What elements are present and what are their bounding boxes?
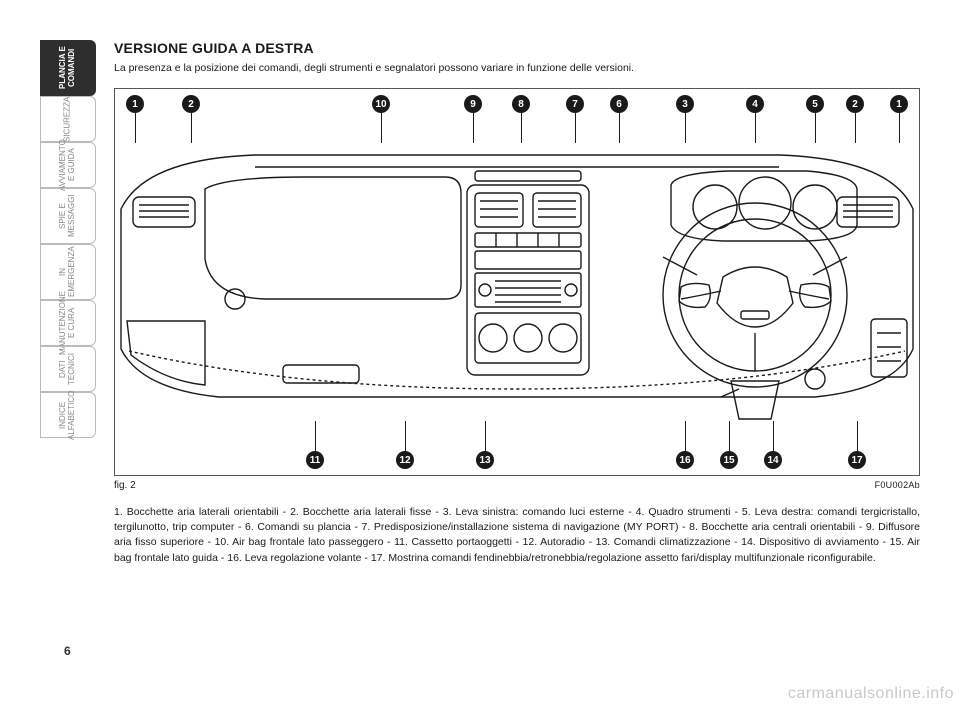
page-content: VERSIONE GUIDA A DESTRA La presenza e la… <box>114 40 920 576</box>
tab-label: PLANCIA E COMANDI <box>59 45 77 91</box>
dashboard-svg <box>115 89 919 475</box>
figure-code: F0U002Ab <box>875 480 920 490</box>
figure-label: fig. 2 <box>114 480 136 491</box>
tab-label: SICUREZZA <box>64 96 73 141</box>
legend-text: 1. Bocchette aria laterali orientabili -… <box>114 505 920 566</box>
side-tabs: PLANCIA E COMANDI SICUREZZA AVVIAMENTO E… <box>40 40 96 600</box>
watermark: carmanualsonline.info <box>788 685 954 703</box>
tab-avviamento: AVVIAMENTO E GUIDA <box>40 142 96 188</box>
tab-spie: SPIE E MESSAGGI <box>40 188 96 244</box>
tab-label: DATI TECNICI <box>59 351 77 387</box>
tab-indice: INDICE ALFABETICO <box>40 392 96 438</box>
tab-label: SPIE E MESSAGGI <box>59 193 77 239</box>
lead-text: La presenza e la posizione dei comandi, … <box>114 62 920 74</box>
tab-dati: DATI TECNICI <box>40 346 96 392</box>
tab-manutenzione: MANUTENZIONE E CURA <box>40 300 96 346</box>
tab-sicurezza: SICUREZZA <box>40 96 96 142</box>
tab-label: AVVIAMENTO E GUIDA <box>59 139 77 191</box>
dashboard-figure: 121098763452111121316151417 <box>114 88 920 476</box>
tab-plancia: PLANCIA E COMANDI <box>40 40 96 96</box>
tab-label: IN EMERGENZA <box>59 247 77 298</box>
page-number: 6 <box>64 644 71 658</box>
figure-label-row: fig. 2 F0U002Ab <box>114 480 920 491</box>
page-title: VERSIONE GUIDA A DESTRA <box>114 40 920 56</box>
tab-label: INDICE ALFABETICO <box>59 390 77 439</box>
